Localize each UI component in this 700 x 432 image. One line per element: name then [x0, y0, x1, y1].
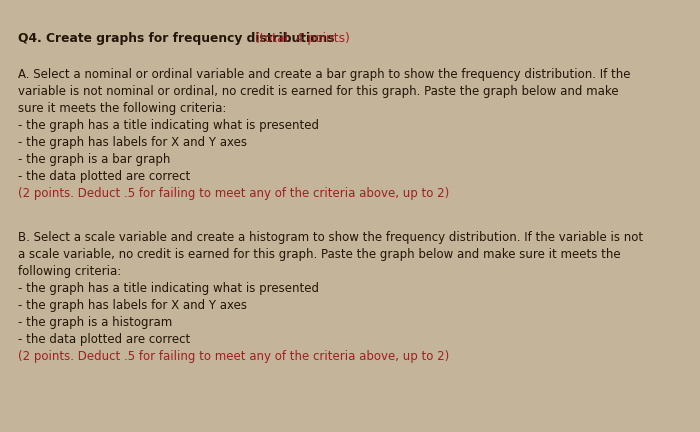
- Text: Q4. Create graphs for frequency distributions: Q4. Create graphs for frequency distribu…: [18, 32, 339, 45]
- Text: variable is not nominal or ordinal, no credit is earned for this graph. Paste th: variable is not nominal or ordinal, no c…: [18, 85, 619, 98]
- Text: (2 points. Deduct .5 for failing to meet any of the criteria above, up to 2): (2 points. Deduct .5 for failing to meet…: [18, 187, 449, 200]
- Text: a scale variable, no credit is earned for this graph. Paste the graph below and : a scale variable, no credit is earned fo…: [18, 248, 621, 261]
- Text: B. Select a scale variable and create a histogram to show the frequency distribu: B. Select a scale variable and create a …: [18, 231, 643, 244]
- Text: - the graph has labels for X and Y axes: - the graph has labels for X and Y axes: [18, 299, 247, 312]
- Text: following criteria:: following criteria:: [18, 265, 121, 278]
- Text: - the data plotted are correct: - the data plotted are correct: [18, 170, 190, 183]
- Text: - the data plotted are correct: - the data plotted are correct: [18, 333, 190, 346]
- Text: A. Select a nominal or ordinal variable and create a bar graph to show the frequ: A. Select a nominal or ordinal variable …: [18, 68, 631, 81]
- Text: (total: 4 points): (total: 4 points): [255, 32, 350, 45]
- Text: - the graph is a histogram: - the graph is a histogram: [18, 316, 172, 329]
- Text: - the graph is a bar graph: - the graph is a bar graph: [18, 152, 170, 166]
- Text: - the graph has labels for X and Y axes: - the graph has labels for X and Y axes: [18, 136, 247, 149]
- Text: (2 points. Deduct .5 for failing to meet any of the criteria above, up to 2): (2 points. Deduct .5 for failing to meet…: [18, 350, 449, 363]
- Text: - the graph has a title indicating what is presented: - the graph has a title indicating what …: [18, 282, 319, 295]
- Text: sure it meets the following criteria:: sure it meets the following criteria:: [18, 102, 226, 115]
- Text: - the graph has a title indicating what is presented: - the graph has a title indicating what …: [18, 119, 319, 132]
